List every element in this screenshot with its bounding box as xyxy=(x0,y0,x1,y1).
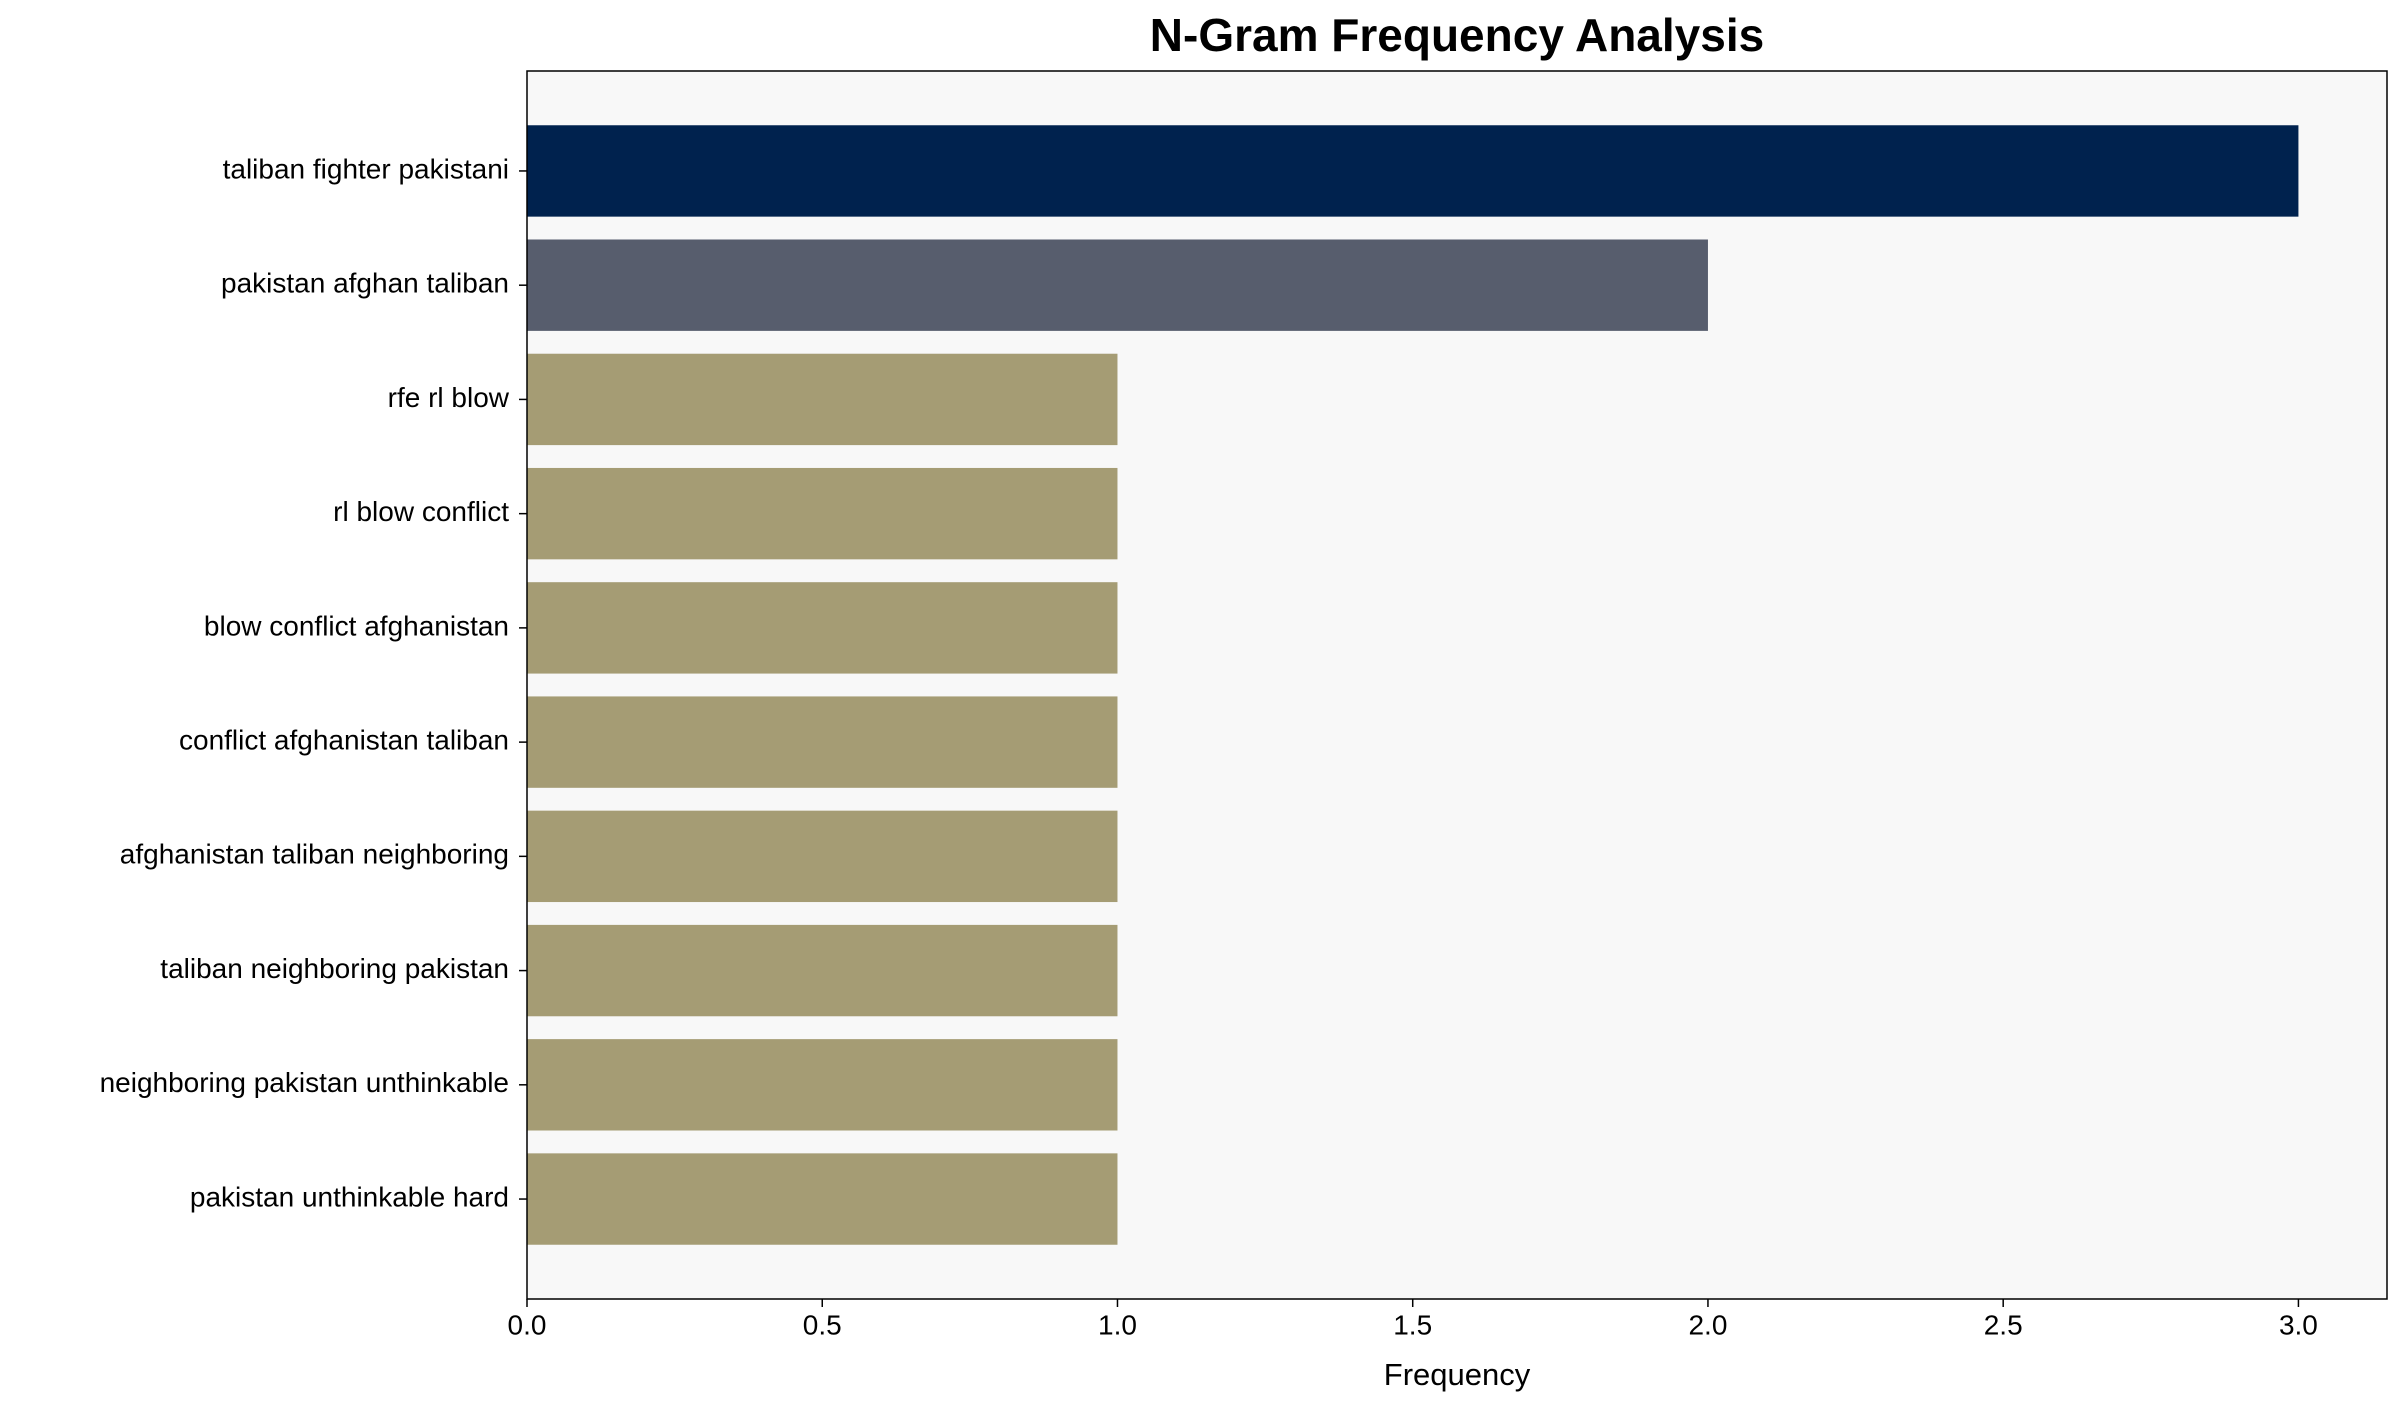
x-axis-label: Frequency xyxy=(1384,1357,1531,1392)
y-tick-label: pakistan afghan taliban xyxy=(221,268,509,299)
x-tick-label: 0.5 xyxy=(803,1309,842,1340)
bar xyxy=(527,125,2299,217)
x-tick-label: 2.5 xyxy=(1984,1309,2023,1340)
y-tick-label: taliban fighter pakistani xyxy=(223,153,509,184)
bar xyxy=(527,1153,1118,1245)
x-tick-label: 2.0 xyxy=(1688,1309,1727,1340)
bar xyxy=(527,582,1118,674)
x-tick-label: 0.0 xyxy=(508,1309,547,1340)
y-tick-label: blow conflict afghanistan xyxy=(204,610,509,641)
bar xyxy=(527,1039,1118,1131)
y-tick-label: taliban neighboring pakistan xyxy=(160,953,509,984)
y-tick-label: neighboring pakistan unthinkable xyxy=(100,1067,509,1098)
y-tick-label: conflict afghanistan taliban xyxy=(179,725,509,756)
bar xyxy=(527,810,1118,903)
bar xyxy=(527,353,1118,446)
bar xyxy=(527,239,1708,331)
y-tick-label: rl blow conflict xyxy=(333,496,509,527)
x-tick-label: 1.5 xyxy=(1393,1309,1432,1340)
bar xyxy=(527,696,1118,788)
y-tick-label: afghanistan taliban neighboring xyxy=(120,839,509,870)
chart-title: N-Gram Frequency Analysis xyxy=(1150,9,1764,61)
y-tick-label: pakistan unthinkable hard xyxy=(190,1181,509,1212)
bar xyxy=(527,924,1118,1017)
y-tick-label: rfe rl blow xyxy=(388,382,510,413)
bar xyxy=(527,467,1118,560)
x-tick-label: 3.0 xyxy=(2279,1309,2318,1340)
x-tick-label: 1.0 xyxy=(1098,1309,1137,1340)
plot-frame xyxy=(526,70,2388,1300)
